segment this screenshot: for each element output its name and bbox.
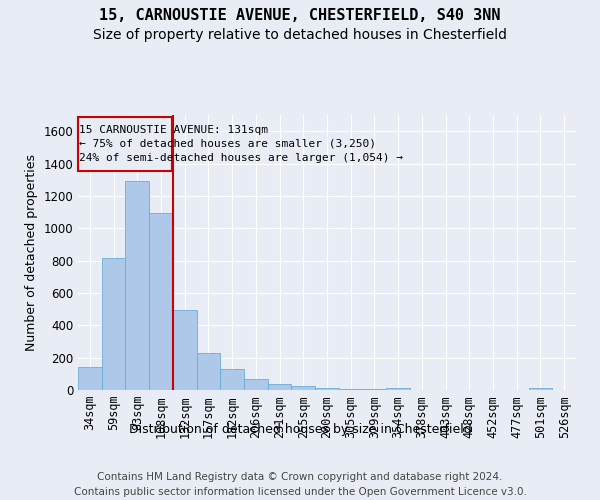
Bar [315, 388, 339, 390]
Bar [529, 388, 552, 390]
Bar [102, 258, 125, 390]
Bar [220, 369, 244, 390]
Bar [339, 389, 362, 390]
Bar [125, 180, 149, 390]
Bar [197, 353, 220, 390]
Bar [173, 310, 197, 390]
Text: Contains HM Land Registry data © Crown copyright and database right 2024.
Contai: Contains HM Land Registry data © Crown c… [74, 472, 526, 498]
Text: Size of property relative to detached houses in Chesterfield: Size of property relative to detached ho… [93, 28, 507, 42]
Bar [386, 388, 410, 390]
Text: 15, CARNOUSTIE AVENUE, CHESTERFIELD, S40 3NN: 15, CARNOUSTIE AVENUE, CHESTERFIELD, S40… [99, 8, 501, 22]
Bar [268, 384, 292, 390]
Bar [292, 386, 315, 390]
Text: Distribution of detached houses by size in Chesterfield: Distribution of detached houses by size … [128, 422, 472, 436]
Bar [78, 368, 102, 390]
Bar [244, 380, 268, 390]
Bar [362, 389, 386, 390]
Text: 15 CARNOUSTIE AVENUE: 131sqm
← 75% of detached houses are smaller (3,250)
24% of: 15 CARNOUSTIE AVENUE: 131sqm ← 75% of de… [79, 124, 403, 162]
Bar [149, 213, 173, 390]
Y-axis label: Number of detached properties: Number of detached properties [25, 154, 38, 351]
FancyBboxPatch shape [78, 116, 172, 171]
